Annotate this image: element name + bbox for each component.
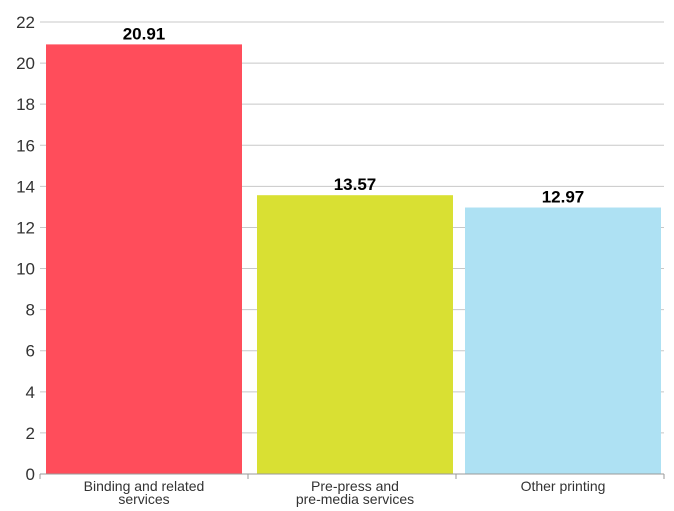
y-tick-label: 0 (26, 465, 35, 484)
data-label: 12.97 (542, 188, 585, 207)
data-label: 20.91 (123, 24, 166, 43)
category-label: pre-media services (296, 491, 414, 507)
y-tick-label: 22 (16, 13, 35, 32)
bar (46, 44, 242, 475)
category-label: Binding and related (84, 478, 205, 494)
y-tick-label: 2 (26, 424, 35, 443)
y-tick-label: 16 (16, 136, 35, 155)
y-tick-label: 8 (26, 301, 35, 320)
y-tick-label: 6 (26, 342, 35, 361)
category-label: services (118, 491, 169, 507)
bars (46, 44, 661, 475)
category-label: Other printing (521, 478, 606, 494)
bar (257, 195, 453, 474)
y-tick-label: 4 (26, 383, 35, 402)
category-label: Pre-press and (311, 478, 399, 494)
y-tick-label: 12 (16, 218, 35, 237)
bar (465, 207, 661, 474)
data-label: 13.57 (334, 175, 377, 194)
data-labels: 20.91 13.57 12.97 (123, 24, 585, 206)
y-tick-label: 10 (16, 260, 35, 279)
y-axis-ticks: 0 2 4 6 8 10 12 14 16 18 20 22 (16, 13, 35, 484)
y-tick-label: 14 (16, 177, 35, 196)
y-tick-label: 20 (16, 54, 35, 73)
y-tick-label: 18 (16, 95, 35, 114)
